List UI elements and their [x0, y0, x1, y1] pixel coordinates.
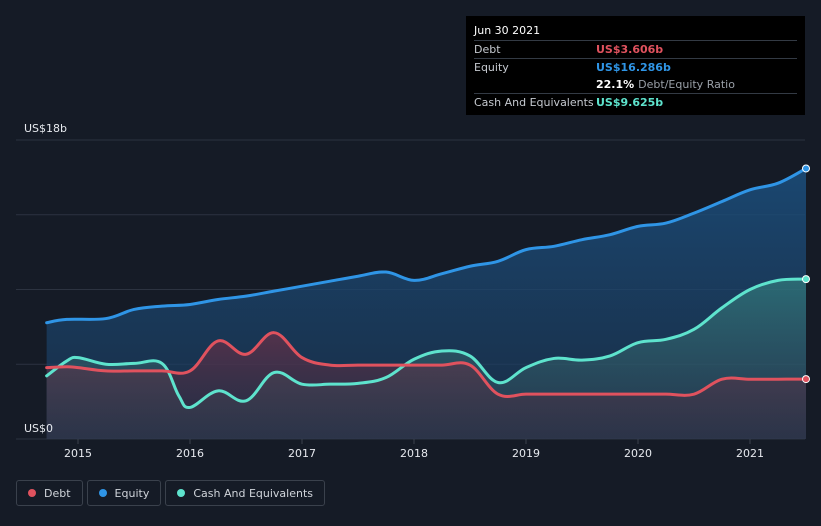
x-tick-label: 2016: [176, 447, 204, 460]
tooltip-cash-label: Cash And Equivalents: [474, 96, 594, 109]
tooltip-panel: Jun 30 2021 Debt US$3.606b Equity US$16.…: [466, 16, 805, 115]
series-endpoints: [802, 164, 810, 384]
tooltip-ratio-label: Debt/Equity Ratio: [638, 78, 735, 91]
tooltip-ratio-value: 22.1%: [596, 78, 635, 91]
tooltip-equity-value: US$16.286b: [596, 61, 671, 74]
legend-debt-toggle[interactable]: Debt: [16, 480, 83, 506]
equity-line: [45, 166, 808, 325]
x-tick-label: 2021: [736, 447, 764, 460]
tooltip-debt-value: US$3.606b: [596, 43, 664, 56]
tooltip-debt-label: Debt: [474, 43, 501, 56]
legend-equity-dot: [98, 489, 107, 497]
tooltip-debt-row: Debt US$3.606b: [474, 40, 797, 58]
series-lines: [45, 166, 808, 410]
tooltip-cash-row: Cash And Equivalents US$9.625b: [474, 93, 797, 111]
tooltip-equity-label: Equity: [474, 61, 509, 74]
legend-cash-dot: [177, 489, 186, 497]
debt-area: [46, 332, 806, 439]
x-tick-label: 2018: [400, 447, 428, 460]
series-areas: [46, 168, 806, 440]
x-tick-label: 2017: [288, 447, 316, 460]
equity-endpoint: [802, 164, 810, 173]
chart-legend: Debt Equity Cash And Equivalents: [16, 480, 325, 506]
cash-endpoint: [802, 275, 810, 284]
legend-debt-dot: [28, 489, 36, 497]
tooltip-cash-value: US$9.625b: [596, 96, 664, 109]
legend-equity-label: Equity: [114, 486, 150, 500]
legend-cash-label: Cash And Equivalents: [193, 486, 313, 500]
x-tick-label: 2020: [624, 447, 652, 460]
y-axis-max-label: US$18b: [24, 122, 67, 135]
y-axis-min-label: US$0: [24, 422, 53, 435]
legend-equity-toggle[interactable]: Equity: [86, 480, 162, 506]
tooltip-equity-row: Equity US$16.286b: [474, 58, 797, 76]
cash-line: [45, 277, 808, 410]
x-tick-label: 2015: [64, 447, 92, 460]
tooltip-ratio-row: 22.1% Debt/Equity Ratio: [474, 76, 797, 93]
x-tick-label: 2019: [512, 447, 540, 460]
tooltip-date: Jun 30 2021: [474, 24, 541, 37]
debt-line: [45, 331, 808, 398]
legend-debt-label: Debt: [44, 486, 71, 500]
x-axis-ticks: 2015 2016 2017 2018 2019 2020 2021: [64, 439, 764, 460]
legend-cash-toggle[interactable]: Cash And Equivalents: [165, 480, 325, 506]
debt-endpoint: [802, 375, 810, 384]
